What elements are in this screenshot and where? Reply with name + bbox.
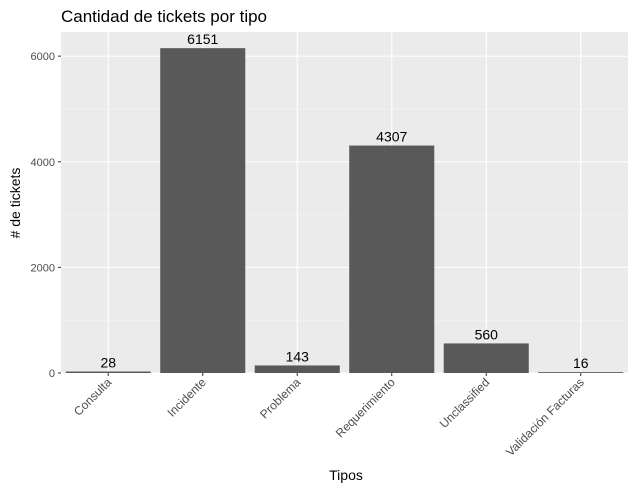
y-tick-label: 2000	[31, 262, 55, 274]
plot-panel	[61, 32, 628, 373]
x-axis-title: Tipos	[329, 467, 363, 483]
y-tick-label: 0	[49, 368, 55, 380]
y-axis-title: # de tickets	[7, 168, 23, 239]
x-axis: Consulta Incidente Problema Requerimiento Un…	[71, 373, 587, 459]
y-tick-label: 6000	[31, 51, 55, 63]
data-label: 4307	[376, 129, 407, 145]
y-axis: 0 2000 4000 6000	[31, 51, 61, 380]
x-tick-label: Unclassified	[437, 375, 493, 431]
bars	[65, 48, 624, 374]
data-label: 143	[286, 348, 310, 364]
x-tick-label: Requerimiento	[333, 375, 398, 440]
x-tick-label: Validación Facturas	[503, 375, 587, 459]
data-labels: 28 6151 143 4307 560 16	[100, 31, 588, 371]
bar	[65, 371, 151, 373]
bar	[443, 343, 529, 373]
chart-title: Cantidad de tickets por tipo	[61, 7, 267, 26]
bar	[349, 145, 435, 373]
x-tick-label: Incidente	[165, 375, 210, 420]
data-label: 6151	[187, 31, 218, 47]
data-label: 560	[475, 326, 499, 342]
x-tick-label: Consulta	[71, 375, 115, 419]
x-tick-label: Problema	[257, 375, 303, 421]
bar	[538, 372, 624, 373]
grid-lines	[61, 32, 628, 374]
y-tick-label: 4000	[31, 157, 55, 169]
data-label: 28	[100, 355, 116, 371]
bar	[160, 48, 246, 374]
bar	[254, 365, 340, 373]
data-label: 16	[573, 355, 589, 371]
